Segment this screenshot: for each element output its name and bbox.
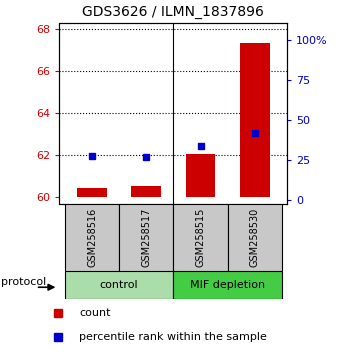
Bar [119,204,173,271]
Bar [228,204,282,271]
Text: count: count [79,308,111,318]
Bar [77,188,107,197]
Bar [65,204,119,271]
Bar [131,186,161,197]
Title: GDS3626 / ILMN_1837896: GDS3626 / ILMN_1837896 [83,5,264,19]
Bar [173,204,228,271]
Bar [173,271,282,299]
Text: control: control [100,280,138,290]
Bar [240,43,270,197]
Bar [186,154,216,197]
Text: MIF depletion: MIF depletion [190,280,265,290]
Text: percentile rank within the sample: percentile rank within the sample [79,332,267,342]
Text: GSM258530: GSM258530 [250,207,260,267]
Text: GSM258515: GSM258515 [195,207,205,267]
Bar [65,271,173,299]
Text: protocol: protocol [1,276,47,287]
Text: GSM258517: GSM258517 [141,207,151,267]
Text: GSM258516: GSM258516 [87,207,97,267]
